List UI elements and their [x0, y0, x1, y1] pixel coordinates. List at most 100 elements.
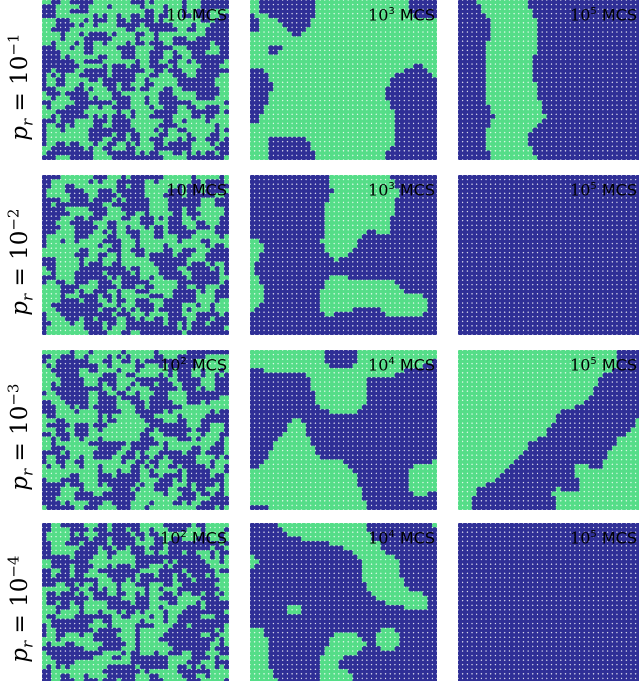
- site-blue: [480, 54, 487, 60]
- site-green: [149, 109, 155, 115]
- site-green: [361, 45, 368, 51]
- site-green: [219, 86, 225, 92]
- site-green: [214, 81, 221, 88]
- site-green: [324, 90, 330, 97]
- site-green: [361, 113, 368, 120]
- site-blue: [630, 118, 637, 124]
- site-green: [46, 40, 52, 47]
- site-blue: [574, 95, 580, 102]
- site-green: [333, 122, 340, 129]
- site-green: [310, 45, 316, 51]
- site-blue: [158, 132, 164, 138]
- site-green: [181, 95, 188, 102]
- site-green: [343, 141, 349, 147]
- site-blue: [55, 201, 62, 208]
- site-green: [375, 100, 382, 106]
- site-green: [177, 58, 183, 65]
- site-blue: [158, 224, 164, 231]
- site-green: [347, 104, 354, 111]
- site-green: [305, 86, 312, 92]
- site-blue: [177, 256, 183, 263]
- site-blue: [625, 40, 632, 47]
- site-blue: [144, 22, 150, 28]
- site-blue: [223, 49, 229, 56]
- site-blue: [116, 104, 122, 111]
- site-blue: [471, 45, 478, 51]
- site-green: [375, 86, 382, 92]
- site-blue: [219, 224, 225, 231]
- site-blue: [555, 45, 562, 51]
- site-blue: [223, 247, 229, 254]
- site-blue: [205, 150, 211, 156]
- site-blue: [597, 136, 604, 143]
- site-blue: [462, 8, 468, 15]
- site-blue: [466, 26, 473, 33]
- site-green: [258, 40, 265, 47]
- site-green: [74, 4, 80, 10]
- site-blue: [50, 206, 57, 213]
- site-blue: [635, 0, 639, 6]
- site-blue: [78, 256, 85, 263]
- site-blue: [191, 113, 197, 120]
- site-green: [315, 0, 321, 6]
- site-green: [357, 150, 363, 156]
- site-blue: [476, 122, 482, 129]
- site-green: [394, 26, 401, 33]
- site-blue: [258, 95, 265, 102]
- site-blue: [195, 49, 202, 56]
- site-green: [282, 36, 288, 42]
- site-green: [490, 100, 496, 106]
- site-blue: [579, 31, 585, 38]
- site-green: [195, 132, 202, 138]
- site-blue: [153, 72, 160, 79]
- site-green: [139, 136, 146, 143]
- site-green: [69, 132, 76, 138]
- site-blue: [158, 229, 164, 235]
- site-green: [403, 17, 410, 24]
- site-green: [504, 118, 510, 124]
- site-blue: [60, 58, 66, 65]
- site-blue: [214, 201, 221, 208]
- site-green: [149, 132, 155, 138]
- site-green: [504, 8, 510, 15]
- site-blue: [93, 58, 99, 65]
- site-blue: [597, 122, 604, 129]
- site-blue: [458, 49, 464, 56]
- site-blue: [195, 220, 202, 226]
- site-blue: [116, 22, 122, 28]
- site-green: [513, 81, 520, 88]
- site-blue: [417, 77, 424, 83]
- site-blue: [111, 72, 118, 79]
- site-green: [394, 49, 401, 56]
- site-blue: [214, 63, 221, 70]
- site-green: [158, 81, 164, 88]
- site-green: [490, 58, 496, 65]
- site-green: [301, 36, 307, 42]
- site-green: [523, 122, 529, 129]
- site-blue: [88, 229, 94, 235]
- site-blue: [69, 154, 76, 160]
- site-green: [527, 118, 534, 124]
- site-green: [403, 49, 410, 56]
- site-blue: [611, 22, 618, 28]
- site-blue: [130, 201, 136, 208]
- site-green: [485, 145, 492, 152]
- site-green: [347, 40, 354, 47]
- site-blue: [630, 22, 637, 28]
- site-blue: [569, 150, 576, 156]
- site-blue: [583, 100, 590, 106]
- site-blue: [93, 215, 99, 222]
- site-blue: [60, 141, 66, 147]
- site-green: [305, 81, 312, 88]
- site-green: [223, 8, 229, 15]
- site-blue: [46, 49, 52, 56]
- site-green: [97, 8, 104, 15]
- site-blue: [458, 141, 464, 147]
- site-blue: [583, 31, 590, 38]
- site-blue: [408, 100, 415, 106]
- site-green: [111, 206, 118, 213]
- site-green: [55, 154, 62, 160]
- site-green: [513, 4, 520, 10]
- site-blue: [88, 36, 94, 42]
